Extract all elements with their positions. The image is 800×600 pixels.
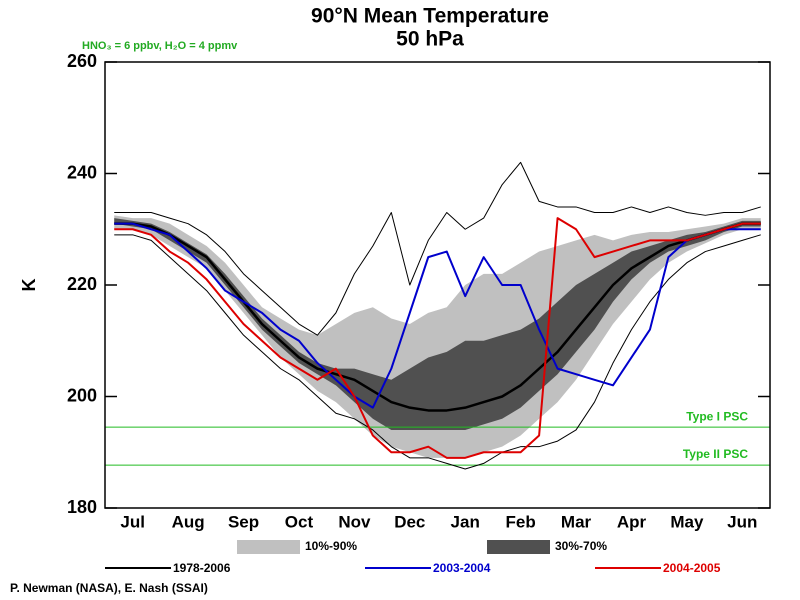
legend-label: 1978-2006 [173,561,231,575]
series-line [114,222,761,412]
legend-swatch [487,540,550,554]
y-tick-label: 220 [67,274,97,294]
annotation: HNO₃ = 6 ppbv, H₂O = 4 ppmv [82,40,238,52]
x-tick-label: Jun [727,512,757,531]
threshold-label: Type II PSC [683,447,748,461]
y-tick-label: 260 [67,51,97,71]
legend-label: 2004-2005 [663,561,721,575]
y-tick-label: 180 [67,497,97,517]
x-tick-label: Jul [120,512,145,531]
x-tick-label: Dec [394,512,425,531]
series-line [114,161,761,336]
chart-title: 90°N Mean Temperature [311,5,549,28]
x-tick-label: Sep [228,512,259,531]
threshold-label: Type I PSC [686,409,748,423]
legend-label: 30%-70% [555,539,607,553]
x-tick-label: Mar [561,512,592,531]
x-tick-label: Oct [285,512,314,531]
series-line [114,222,761,409]
legend-label: 10%-90% [305,539,357,553]
legend-label: 2003-2004 [433,561,491,575]
x-tick-label: Feb [506,512,536,531]
x-tick-label: Apr [617,512,647,531]
x-tick-label: May [670,512,704,531]
x-tick-label: Aug [172,512,205,531]
x-tick-label: Jan [451,512,480,531]
y-axis-label: K [19,279,39,292]
chart-subtitle: 50 hPa [396,28,464,51]
credit: P. Newman (NASA), E. Nash (SSAI) [10,581,208,595]
series-line [114,234,761,470]
x-tick-label: Nov [338,512,371,531]
legend-swatch [237,540,300,554]
y-tick-label: 200 [67,385,97,405]
series-line [114,217,761,459]
y-tick-label: 240 [67,162,97,182]
